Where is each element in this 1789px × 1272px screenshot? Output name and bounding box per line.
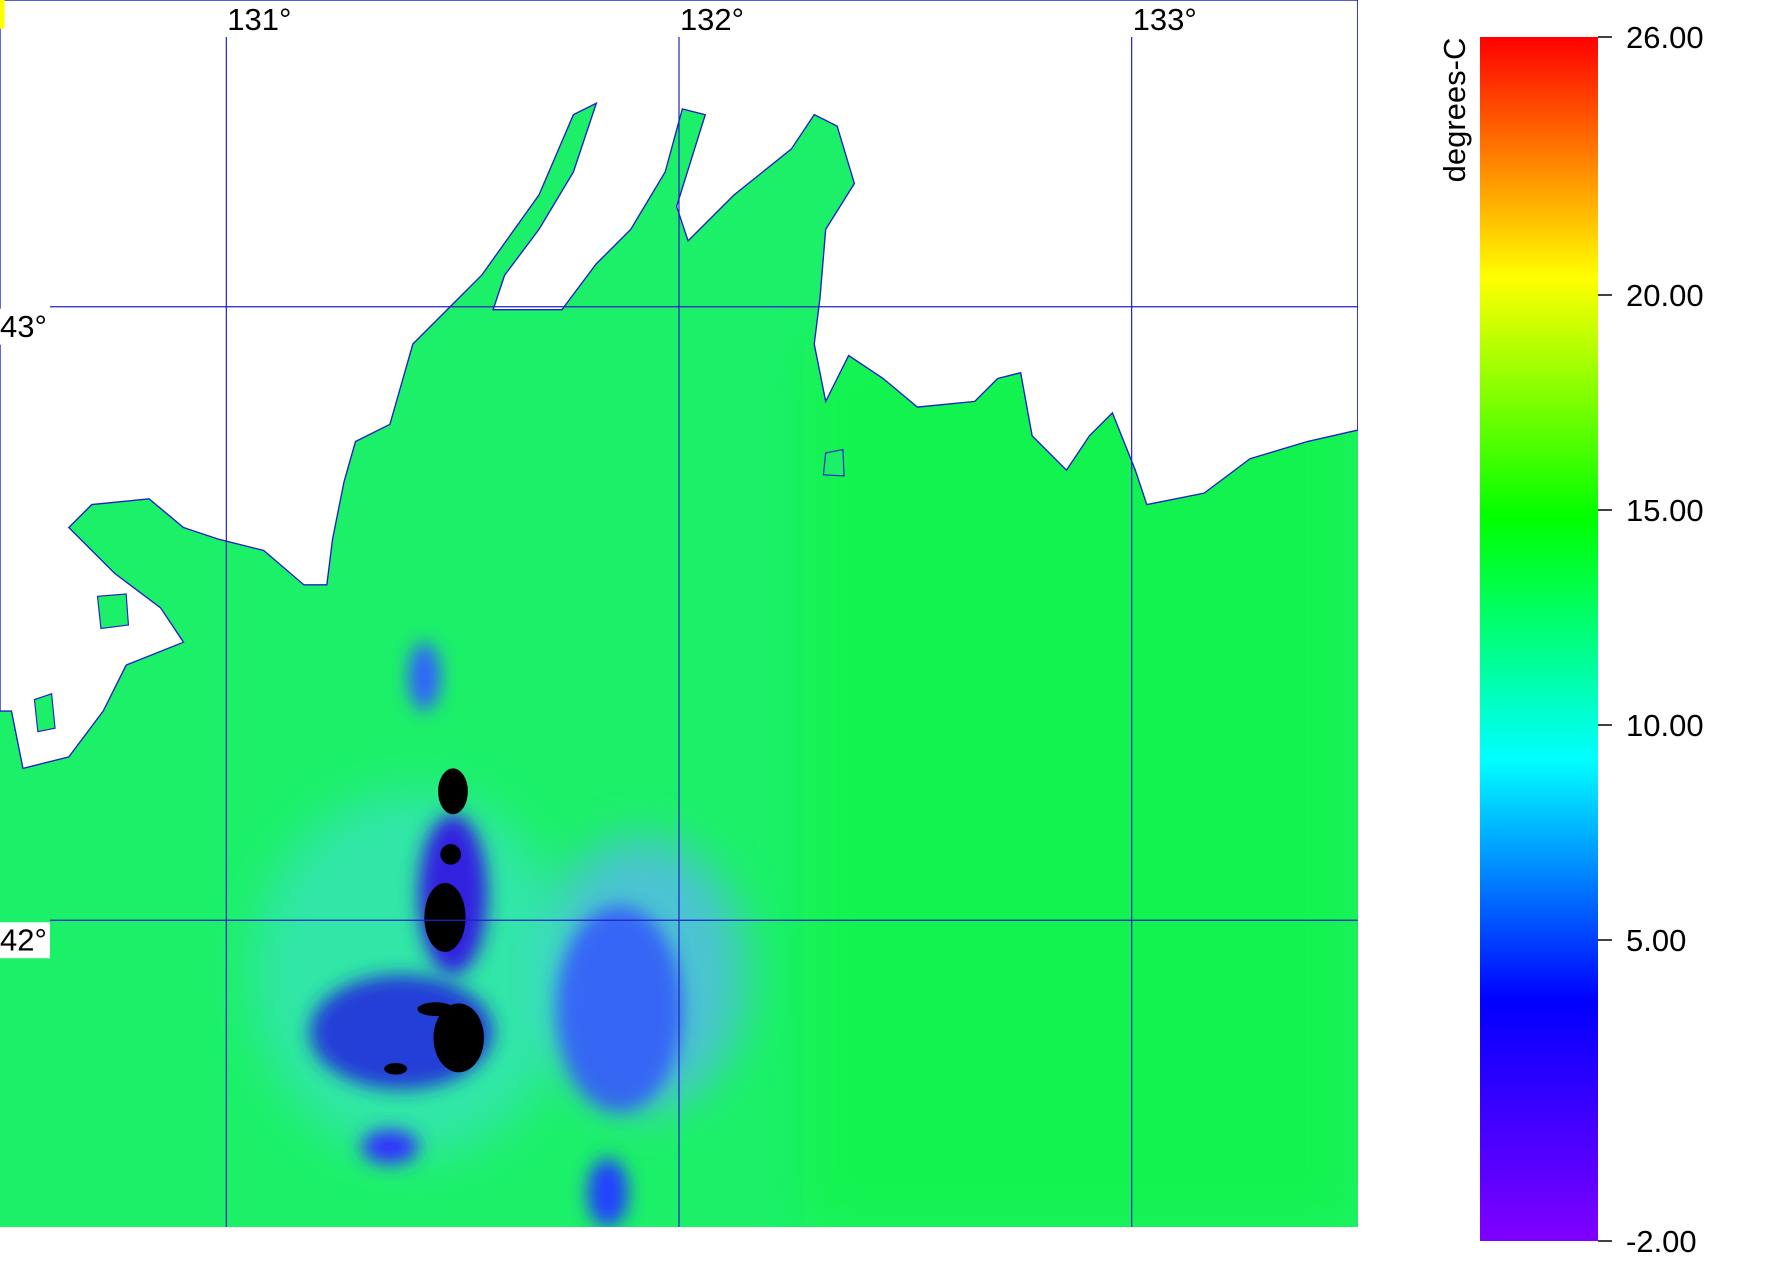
lat-label: 43° <box>0 309 47 344</box>
land <box>0 0 1358 770</box>
colorbar-tick-label: 20.00 <box>1626 278 1704 313</box>
lat-label-bg <box>0 308 50 345</box>
colorbar-tick-label: 26.00 <box>1626 20 1704 55</box>
island <box>822 448 845 477</box>
lon-label: 133° <box>1133 2 1197 37</box>
colorbar-label: degrees-C <box>1437 38 1472 183</box>
colorbar <box>1480 37 1598 1241</box>
colorbar-tick-label: -2.00 <box>1626 1224 1697 1259</box>
island <box>96 593 130 630</box>
colorbar-tick-label: 5.00 <box>1626 923 1686 958</box>
island <box>33 693 56 733</box>
lat-label-bg <box>0 922 50 959</box>
colorbar-tick-label: 10.00 <box>1626 708 1704 743</box>
colorbar-tick-label: 15.00 <box>1626 493 1704 528</box>
lon-label: 131° <box>227 2 291 37</box>
lon-label: 132° <box>680 2 744 37</box>
graticule: 131° 132° 133° 43° 42° <box>0 2 1358 1227</box>
lat-label: 42° <box>0 922 47 957</box>
